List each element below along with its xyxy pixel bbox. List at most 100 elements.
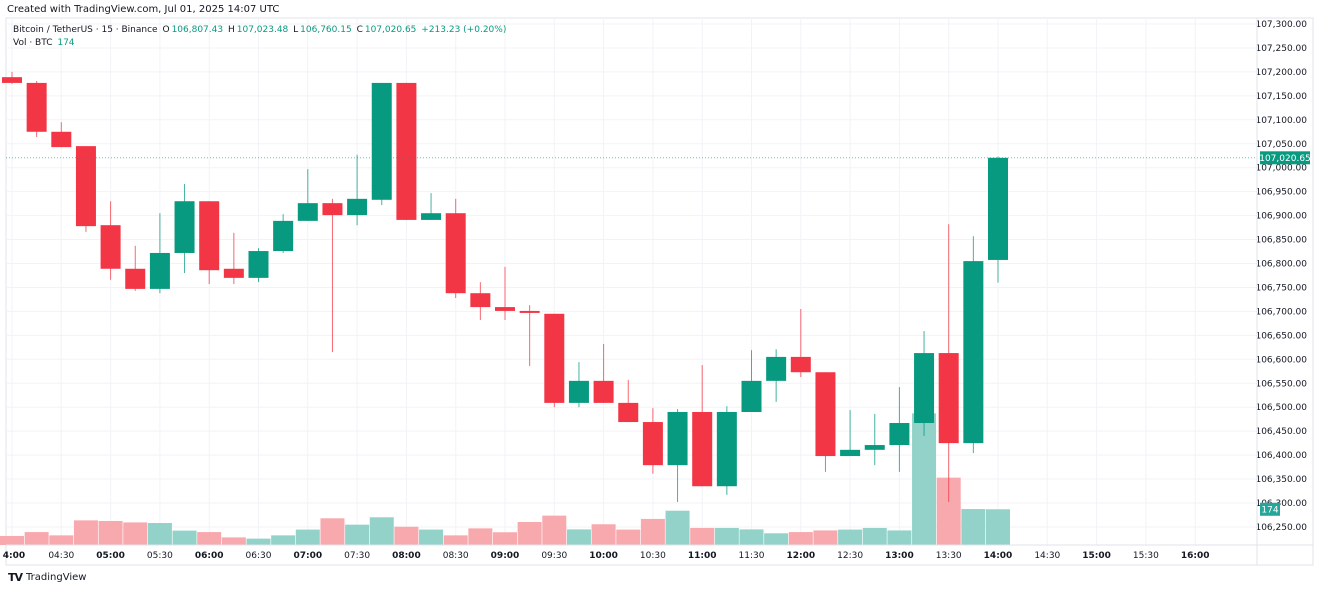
- price-tick-label: 107,000.00: [1255, 164, 1307, 174]
- price-tick-label: 107,250.00: [1255, 44, 1307, 54]
- price-tick-label: 106,300.00: [1255, 499, 1307, 509]
- time-tick-label: 13:30: [936, 551, 962, 561]
- candle-body: [963, 261, 984, 444]
- candle[interactable]: [26, 81, 47, 138]
- volume-bar: [714, 527, 739, 545]
- candle-body: [2, 77, 22, 83]
- volume-bar: [221, 537, 246, 545]
- candle[interactable]: [445, 198, 466, 298]
- price-tick-label: 106,500.00: [1255, 403, 1307, 413]
- tv-logo-icon: TV: [8, 571, 23, 584]
- candle[interactable]: [149, 213, 170, 294]
- candle[interactable]: [273, 214, 294, 253]
- candle[interactable]: [938, 224, 959, 503]
- volume-bar: [887, 530, 912, 545]
- price-axis[interactable]: 107,300.00 107,250.00 107,200.00 107,150.00…: [1255, 18, 1307, 565]
- candle[interactable]: [766, 349, 787, 402]
- candle-body: [815, 372, 836, 457]
- volume-bar: [542, 515, 567, 545]
- candle[interactable]: [223, 232, 244, 285]
- candle-body: [149, 252, 170, 289]
- candle[interactable]: [544, 313, 565, 408]
- candle[interactable]: [692, 365, 713, 487]
- close-label: C: [356, 25, 363, 35]
- candle-body: [322, 203, 343, 216]
- candle[interactable]: [741, 350, 762, 412]
- candle[interactable]: [371, 82, 392, 206]
- candle[interactable]: [51, 122, 72, 148]
- volume-label[interactable]: Vol · BTC: [13, 38, 53, 48]
- candle[interactable]: [347, 154, 368, 226]
- volume-bar: [986, 509, 1010, 545]
- candle[interactable]: [421, 193, 442, 220]
- tradingview-logo[interactable]: TV TradingView: [8, 571, 86, 584]
- candle[interactable]: [914, 331, 935, 436]
- volume-bar: [419, 529, 444, 545]
- time-tick-label: 09:30: [541, 551, 567, 561]
- time-tick-label: 16:00: [1181, 551, 1210, 561]
- candle[interactable]: [75, 146, 96, 232]
- time-tick-label: 09:00: [491, 551, 520, 561]
- candle[interactable]: [248, 248, 269, 283]
- candle[interactable]: [889, 387, 910, 472]
- volume-value: 174: [57, 38, 75, 48]
- volume-bar: [764, 533, 789, 545]
- price-tick-label: 106,700.00: [1255, 307, 1307, 317]
- created-with-caption: Created with TradingView.com, Jul 01, 20…: [7, 4, 280, 15]
- candle-body: [26, 82, 47, 132]
- candle[interactable]: [470, 282, 491, 321]
- candle[interactable]: [297, 169, 318, 221]
- time-tick-label: 12:30: [837, 551, 863, 561]
- candle[interactable]: [593, 343, 614, 403]
- candle[interactable]: [667, 409, 688, 503]
- price-tick-label: 106,250.00: [1255, 523, 1307, 533]
- candle[interactable]: [568, 362, 589, 408]
- candle[interactable]: [495, 266, 515, 321]
- ohlc-row: Bitcoin / TetherUS · 15 · Binance O 106,8…: [13, 24, 508, 37]
- time-tick-label: 4:00: [3, 551, 25, 561]
- candle-body: [667, 411, 688, 466]
- candle[interactable]: [396, 82, 417, 220]
- time-tick-label: 11:30: [739, 551, 765, 561]
- candle-body: [248, 251, 269, 278]
- time-tick-label: 15:30: [1133, 551, 1159, 561]
- candle-body: [51, 131, 72, 148]
- candle-body: [741, 380, 762, 412]
- candle-body: [273, 220, 294, 252]
- candle[interactable]: [988, 156, 1008, 283]
- candle[interactable]: [2, 71, 22, 84]
- candle[interactable]: [199, 201, 220, 285]
- volume-bar: [591, 524, 616, 545]
- candle-body: [618, 402, 639, 423]
- candle[interactable]: [790, 309, 811, 378]
- price-tick-label: 106,950.00: [1255, 188, 1307, 198]
- candle[interactable]: [322, 198, 343, 353]
- volume-bar: [517, 522, 542, 545]
- candle[interactable]: [618, 379, 639, 423]
- time-axis[interactable]: 4:00 04:30 05:00 05:30 06:00 06:30 07:00 07:30 0…: [3, 544, 1313, 561]
- candle-body: [716, 411, 737, 487]
- candle-body: [75, 146, 96, 227]
- candle[interactable]: [963, 236, 984, 454]
- candle[interactable]: [840, 410, 861, 457]
- candle-body: [568, 380, 589, 403]
- volume-bar: [369, 517, 394, 545]
- candle[interactable]: [519, 305, 540, 367]
- time-tick-label: 07:30: [344, 551, 370, 561]
- candle[interactable]: [100, 201, 121, 280]
- volume-bar: [98, 520, 123, 545]
- price-tick-label: 106,850.00: [1255, 236, 1307, 246]
- candle[interactable]: [125, 245, 146, 291]
- candle[interactable]: [716, 406, 737, 495]
- candle-body: [642, 422, 663, 466]
- volume-bar: [838, 529, 863, 545]
- candle[interactable]: [642, 408, 663, 474]
- symbol-name[interactable]: Bitcoin / TetherUS · 15 · Binance: [13, 25, 158, 35]
- candle[interactable]: [864, 413, 885, 466]
- volume-bar: [320, 518, 345, 545]
- candle[interactable]: [174, 183, 195, 274]
- time-tick-label: 07:00: [293, 551, 322, 561]
- candle[interactable]: [815, 372, 836, 472]
- candle-body: [347, 198, 368, 216]
